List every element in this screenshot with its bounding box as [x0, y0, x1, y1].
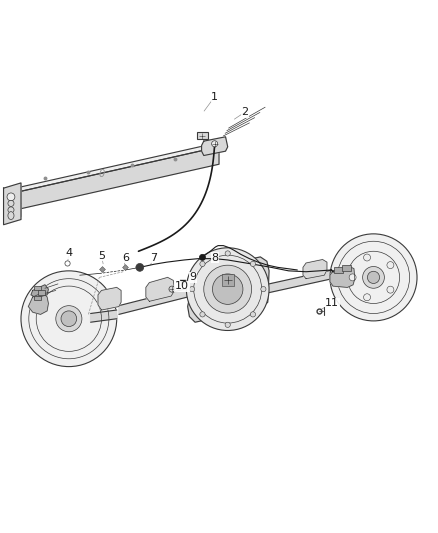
Text: 8: 8	[211, 253, 218, 263]
Text: 10: 10	[175, 281, 189, 291]
Text: 6: 6	[122, 253, 129, 263]
Circle shape	[387, 286, 394, 293]
Bar	[34, 296, 41, 300]
Circle shape	[21, 271, 117, 367]
Polygon shape	[31, 285, 48, 298]
Polygon shape	[303, 260, 327, 279]
Bar	[197, 133, 208, 140]
Circle shape	[212, 274, 243, 304]
Circle shape	[7, 193, 15, 201]
Circle shape	[200, 312, 205, 317]
Bar	[342, 265, 351, 271]
Bar	[334, 267, 343, 273]
Circle shape	[363, 266, 385, 288]
Polygon shape	[269, 270, 332, 293]
Circle shape	[189, 287, 194, 292]
Circle shape	[212, 141, 218, 147]
Circle shape	[261, 287, 266, 292]
Polygon shape	[98, 287, 121, 310]
Circle shape	[330, 234, 417, 321]
Polygon shape	[6, 142, 219, 195]
Polygon shape	[330, 266, 355, 287]
Text: 4: 4	[65, 248, 72, 259]
Circle shape	[204, 265, 252, 313]
Text: 2: 2	[241, 107, 249, 117]
Bar	[34, 286, 41, 290]
Circle shape	[367, 271, 380, 284]
Polygon shape	[119, 287, 193, 314]
Circle shape	[199, 254, 205, 261]
Circle shape	[364, 294, 371, 301]
Circle shape	[251, 312, 255, 317]
Polygon shape	[4, 183, 21, 225]
Text: 5: 5	[98, 251, 105, 261]
Polygon shape	[6, 190, 21, 219]
Circle shape	[364, 254, 371, 261]
Text: 9: 9	[189, 272, 197, 282]
Bar	[38, 290, 45, 295]
Circle shape	[200, 261, 205, 266]
Circle shape	[61, 311, 77, 327]
Circle shape	[136, 263, 144, 271]
Polygon shape	[6, 147, 219, 212]
Polygon shape	[6, 204, 21, 221]
Circle shape	[56, 305, 82, 332]
Circle shape	[225, 322, 230, 327]
Polygon shape	[28, 293, 48, 314]
Text: 7: 7	[150, 253, 157, 263]
Circle shape	[8, 207, 14, 213]
Text: 0: 0	[99, 169, 105, 179]
Circle shape	[186, 248, 269, 330]
Polygon shape	[91, 310, 117, 322]
Circle shape	[225, 251, 230, 256]
Polygon shape	[146, 277, 175, 301]
Circle shape	[387, 262, 394, 269]
Polygon shape	[6, 186, 21, 208]
Text: 1: 1	[211, 92, 218, 102]
Circle shape	[349, 274, 356, 281]
Circle shape	[251, 261, 255, 266]
Circle shape	[8, 200, 14, 206]
Ellipse shape	[8, 212, 14, 220]
Polygon shape	[201, 137, 228, 156]
Text: 11: 11	[325, 298, 339, 309]
Polygon shape	[187, 257, 269, 322]
